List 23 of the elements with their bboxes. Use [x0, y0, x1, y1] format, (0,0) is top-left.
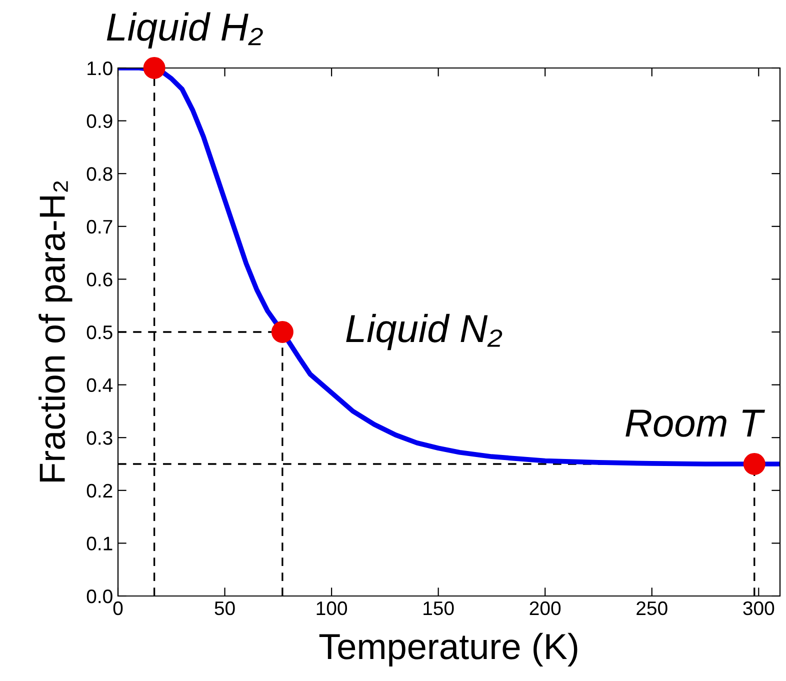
y-tick-label: 0.9: [86, 114, 112, 128]
y-tick-label: 0.3: [86, 431, 112, 445]
x-tick-label: 50: [214, 601, 235, 616]
y-tick-label: 0.5: [86, 325, 112, 340]
y-tick-label: 0.6: [86, 272, 112, 286]
y-tick-label: 0.2: [86, 484, 112, 498]
y-tick-label: 0.4: [86, 378, 113, 392]
y-tick-label: 0.7: [86, 220, 112, 234]
x-tick-label: 250: [636, 601, 668, 616]
y-tick-label: 0.8: [86, 167, 112, 181]
annotation: Liquid H₂: [106, 12, 263, 49]
x-tick-label: 200: [530, 601, 561, 616]
y-tick-label: 0.0: [86, 589, 112, 604]
y-axis-title: Fraction of para-H₂: [38, 181, 72, 482]
annotation: Liquid N₂: [346, 314, 502, 350]
annotation: Room T: [626, 410, 766, 437]
x-tick-label: 300: [743, 601, 774, 616]
x-axis-title: Temperature (K): [319, 632, 578, 667]
x-tick-label: 150: [424, 601, 454, 616]
x-tick-label: 100: [316, 601, 348, 616]
x-tick-label: 0: [113, 601, 123, 616]
y-tick-label: 0.1: [86, 536, 112, 550]
y-tick-label: 1.0: [88, 61, 112, 76]
